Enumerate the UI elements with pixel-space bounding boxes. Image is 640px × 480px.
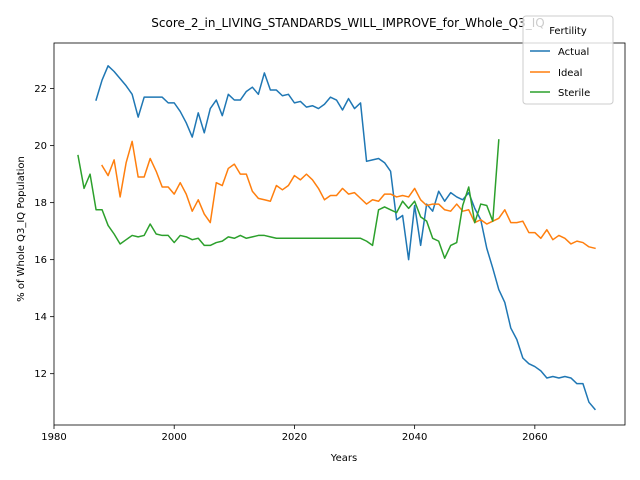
y-tick-label: 22: [34, 84, 47, 95]
y-tick-label: 14: [34, 312, 47, 323]
y-tick-label: 18: [34, 198, 47, 209]
series-line-sterile: [77, 139, 500, 259]
legend-label-actual: Actual: [558, 47, 589, 58]
legend-frame: [522, 15, 614, 105]
x-tick-label: 2060: [522, 432, 547, 443]
series-layer: [77, 65, 597, 411]
x-axis-label: Years: [330, 453, 357, 464]
plot-frame: [53, 42, 626, 426]
x-tick-label: 2000: [161, 432, 186, 443]
x-tick-label: 1980: [41, 432, 66, 443]
y-axis-label: % of Whole Q3_IQ Population: [16, 156, 27, 302]
y-tick-label: 20: [34, 141, 47, 152]
series-line-ideal: [101, 140, 596, 250]
legend-title: Fertility: [549, 26, 587, 37]
series-line-actual: [95, 65, 597, 411]
legend-entry-actual: Actual: [530, 47, 589, 58]
legend-entry-ideal: Ideal: [530, 68, 582, 79]
x-tick-label: 2040: [402, 432, 427, 443]
ticks-layer: 1980 2000 2020 2040 2060 12 14 16 18 20 22: [34, 84, 547, 443]
axes-layer: [53, 42, 626, 426]
legend-label-sterile: Sterile: [558, 88, 590, 99]
legend-label-ideal: Ideal: [558, 68, 582, 79]
legend: Fertility Actual Ideal Sterile: [522, 15, 614, 105]
chart-title: Score_2_in_LIVING_STANDARDS_WILL_IMPROVE…: [151, 16, 544, 30]
legend-entry-sterile: Sterile: [530, 88, 590, 99]
y-tick-label: 16: [34, 255, 47, 266]
x-tick-label: 2020: [282, 432, 307, 443]
y-tick-label: 12: [34, 369, 47, 380]
